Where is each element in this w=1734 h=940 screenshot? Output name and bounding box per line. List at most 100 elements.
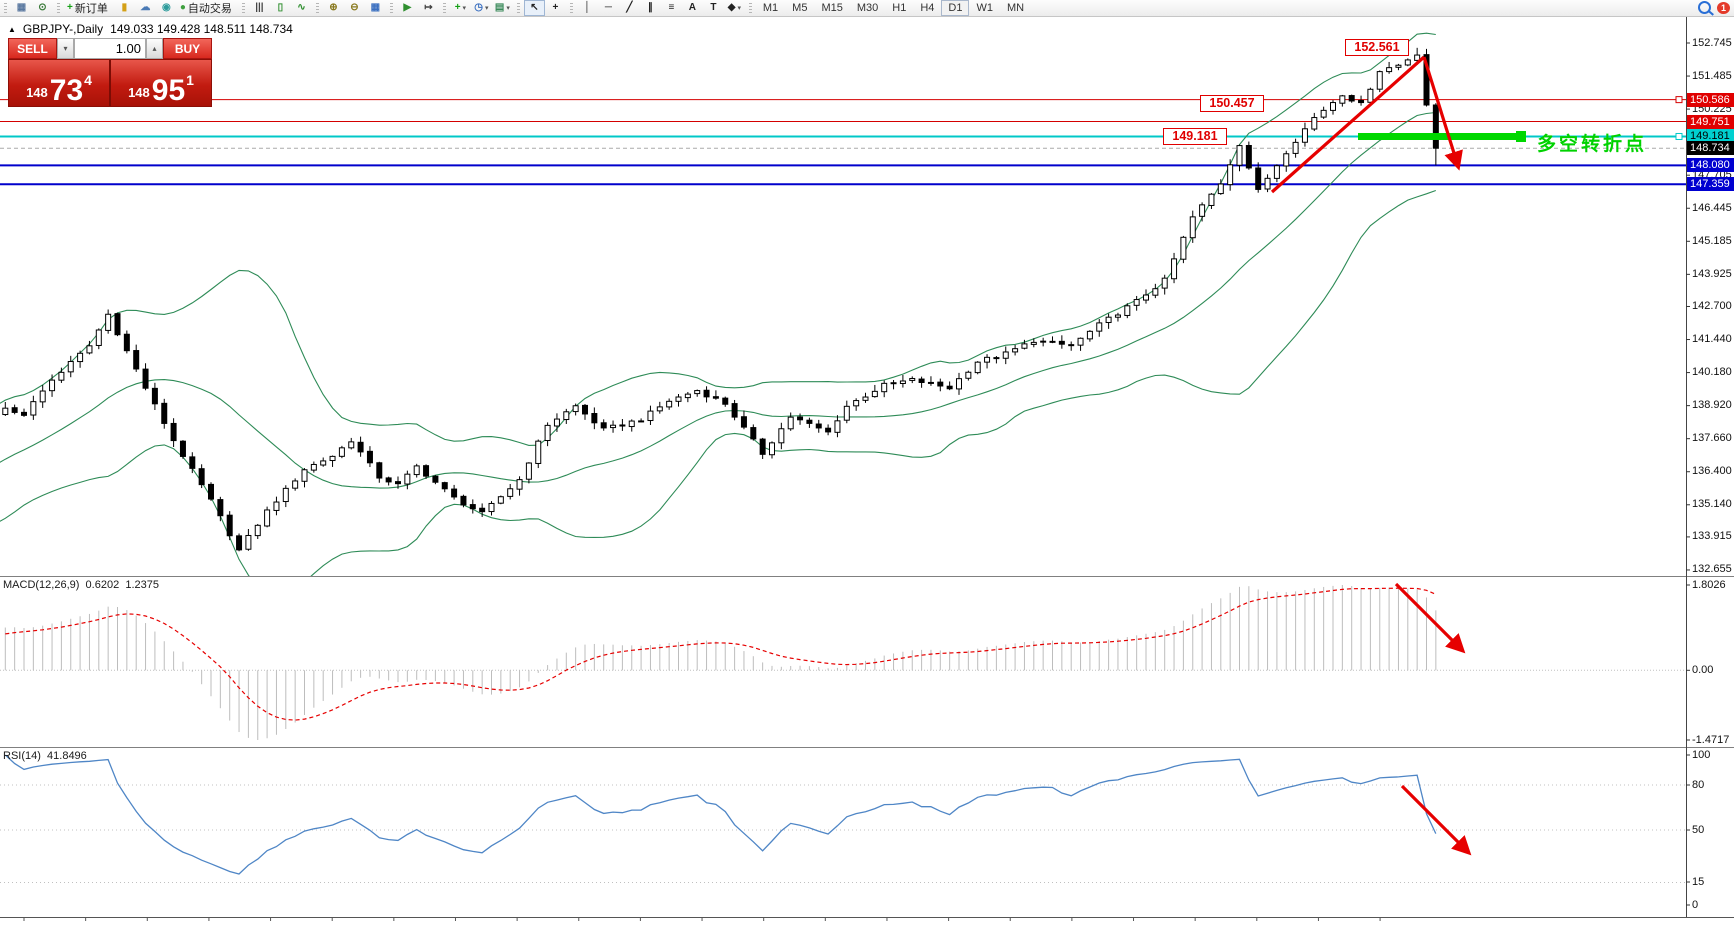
cursor-button: ↖ xyxy=(530,2,539,13)
metaeditor-icon[interactable]: ▮ xyxy=(114,0,135,16)
price-badge: 149.751 xyxy=(1687,114,1734,129)
zoom-out-icon[interactable]: ⊖ xyxy=(344,0,365,16)
price-tick-label: 137.660 xyxy=(1692,432,1732,445)
chevron-down-icon[interactable]: ▾ xyxy=(485,5,489,12)
new-order-button-label: 新订单 xyxy=(74,3,108,15)
timeframe-m1[interactable]: M1 xyxy=(762,2,779,14)
crosshair-button[interactable]: + xyxy=(545,0,566,16)
price-badge: 149.181 xyxy=(1687,129,1734,144)
zoom-in-icon[interactable]: ⊕ xyxy=(323,0,344,16)
volume-increase-button[interactable]: ▴ xyxy=(146,38,163,59)
channel-button[interactable]: ∥ xyxy=(640,0,661,16)
shapes-button[interactable]: ◆ ▾ xyxy=(724,0,745,16)
collapse-icon[interactable]: ▲ xyxy=(8,24,16,34)
annotation-price-box[interactable]: 152.561 xyxy=(1345,39,1409,56)
chevron-down-icon[interactable]: ▾ xyxy=(506,5,510,12)
search-icon[interactable] xyxy=(1698,1,1711,14)
volume-input[interactable] xyxy=(74,38,146,59)
price-badge: 148.080 xyxy=(1687,158,1734,173)
charts-grid-icon[interactable]: ▦ xyxy=(11,0,32,16)
cursor-button[interactable]: ↖ xyxy=(523,0,545,16)
text-button[interactable]: A xyxy=(682,0,703,16)
volume-decrease-button[interactable]: ▾ xyxy=(57,38,74,59)
price-tick-label: 138.920 xyxy=(1692,399,1732,412)
buy-price-panel[interactable]: 148 95 1 xyxy=(111,60,211,106)
price-tick-label: 145.185 xyxy=(1692,234,1732,247)
bid-big-figure: 148 xyxy=(26,85,48,100)
metaeditor-icon: ▮ xyxy=(121,2,128,13)
market-watch-icon[interactable]: ⊙ xyxy=(32,0,53,16)
auto-scroll-icon[interactable]: ▶ xyxy=(397,0,418,16)
text-button: A xyxy=(688,2,696,13)
sell-price-panel[interactable]: 148 73 4 xyxy=(9,60,111,106)
timeframe-h1[interactable]: H1 xyxy=(892,2,907,14)
candlestick-icon: ▯ xyxy=(277,2,284,13)
price-tick-label: 151.485 xyxy=(1692,69,1732,82)
timeframe-w1[interactable]: W1 xyxy=(976,2,993,14)
price-badge: 148.734 xyxy=(1687,141,1734,156)
horizontal-line-button[interactable]: ─ xyxy=(598,0,619,16)
line-chart-icon: ∿ xyxy=(297,2,306,13)
one-click-trading-panel: SELL ▾ ▴ BUY 148 73 4 148 95 1 xyxy=(8,38,212,107)
vertical-line-button[interactable]: │ xyxy=(577,0,598,16)
buy-button[interactable]: BUY xyxy=(163,38,212,59)
annotation-price-box[interactable]: 149.181 xyxy=(1163,128,1227,145)
macd-axis-label: 0.00 xyxy=(1692,663,1714,676)
symbol-title: GBPJPY-,Daily xyxy=(22,22,104,36)
zoom-in-icon: ⊕ xyxy=(329,2,338,13)
bar-chart-icon[interactable]: ||| xyxy=(249,0,270,16)
chart-shift-icon[interactable]: ↦ xyxy=(418,0,439,16)
chevron-down-icon[interactable]: ▾ xyxy=(737,5,741,12)
sell-button[interactable]: SELL xyxy=(8,38,57,59)
toolbar: ▦ ⊙ + 新订单 ▮ ☁ ◉ ● 自动交易 ||| ▯ ∿ ⊕ ⊖ ▦ ▶ ↦ + ▾ ◷ ▾ ▤ ▾ ↖ + │ ─ ╱ ∥ ≡ A T ◆… xyxy=(0,0,1734,17)
annotation-price-box[interactable]: 150.457 xyxy=(1200,95,1264,112)
timeframe-h4[interactable]: H4 xyxy=(920,2,935,14)
fibonacci-button: ≡ xyxy=(668,2,675,13)
rsi-axis-label: 50 xyxy=(1692,823,1705,836)
periods-button[interactable]: ◷ ▾ xyxy=(471,0,492,16)
rsi-axis-label: 15 xyxy=(1692,875,1705,888)
trendline-button[interactable]: ╱ xyxy=(619,0,640,16)
notification-icon[interactable]: 1 xyxy=(1717,1,1730,14)
templates-button[interactable]: ▤ ▾ xyxy=(492,0,513,16)
bid-pips: 73 xyxy=(49,73,84,107)
chevron-down-icon[interactable]: ▾ xyxy=(462,5,467,12)
price-tick-label: 132.655 xyxy=(1692,563,1732,576)
shapes-button: ◆ xyxy=(727,2,736,13)
price-tick-label: 142.700 xyxy=(1692,299,1732,312)
timeframe-m15[interactable]: M15 xyxy=(821,2,843,14)
timeframe-m5[interactable]: M5 xyxy=(792,2,808,14)
fibonacci-button[interactable]: ≡ xyxy=(661,0,682,16)
terminal-icon[interactable]: ☁ xyxy=(135,0,156,16)
ask-big-figure: 148 xyxy=(128,85,150,100)
ask-pips: 95 xyxy=(151,73,186,107)
zone-annotation-text[interactable]: 多空转折点 xyxy=(1537,134,1648,155)
periods-button: ◷ xyxy=(474,2,483,13)
trendline-button: ╱ xyxy=(626,2,633,13)
rsi-axis-label: 100 xyxy=(1692,748,1711,761)
new-order-button[interactable]: + 新订单 xyxy=(64,0,114,16)
charts-grid-icon: ▦ xyxy=(16,2,27,13)
channel-button: ∥ xyxy=(647,2,653,13)
bar-chart-icon: ||| xyxy=(255,2,264,13)
timeframe-m30[interactable]: M30 xyxy=(856,2,879,14)
price-tick-label: 143.925 xyxy=(1692,267,1732,280)
rsi-axis-label: 80 xyxy=(1692,778,1705,791)
tile-windows-icon[interactable]: ▦ xyxy=(365,0,386,16)
label-button[interactable]: T xyxy=(703,0,724,16)
line-chart-icon[interactable]: ∿ xyxy=(291,0,312,16)
signals-icon[interactable]: ◉ xyxy=(156,0,177,16)
indicators-button: + xyxy=(454,2,461,13)
autotrading-button-label: 自动交易 xyxy=(187,3,232,15)
timeframe-d1[interactable]: D1 xyxy=(941,0,970,16)
candlestick-icon[interactable]: ▯ xyxy=(270,0,291,16)
rsi-axis-label: 0 xyxy=(1692,898,1699,911)
macd-label: MACD(12,26,9) 0.6202 1.2375 xyxy=(3,579,159,591)
timeframe-mn[interactable]: MN xyxy=(1006,2,1025,14)
autotrading-button[interactable]: ● 自动交易 xyxy=(177,0,238,16)
auto-scroll-icon: ▶ xyxy=(403,2,412,13)
symbol-ohlc: 149.033 149.428 148.511 148.734 xyxy=(110,22,293,36)
market-watch-icon: ⊙ xyxy=(38,2,47,13)
indicators-button[interactable]: + ▾ xyxy=(450,0,471,16)
